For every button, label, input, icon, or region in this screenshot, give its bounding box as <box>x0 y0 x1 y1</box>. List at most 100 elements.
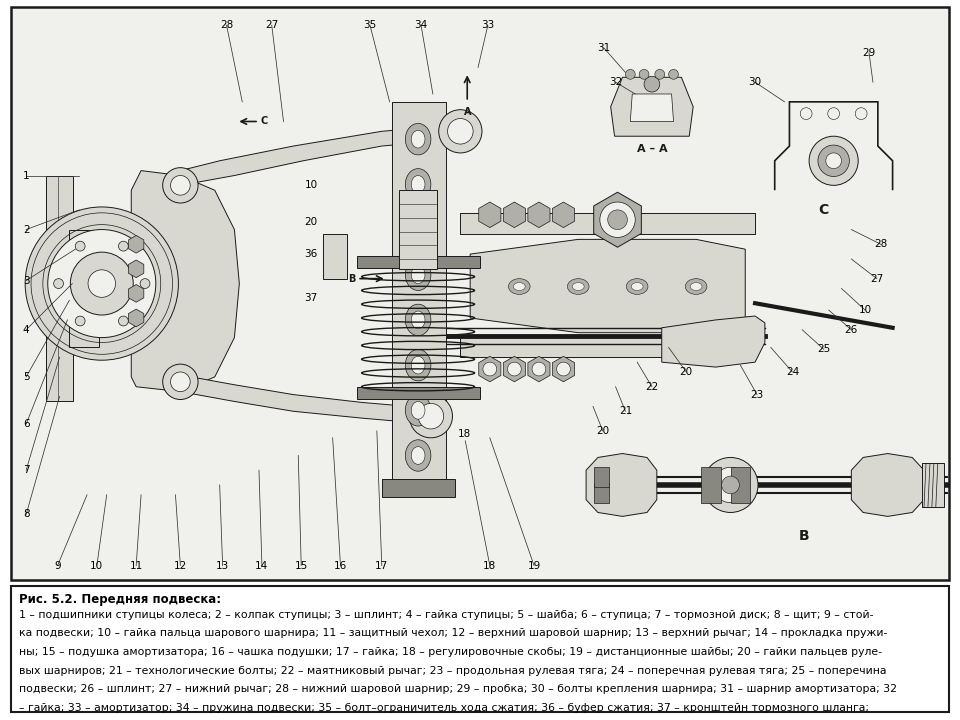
Circle shape <box>818 145 850 176</box>
Ellipse shape <box>411 266 425 284</box>
Circle shape <box>409 395 452 438</box>
Circle shape <box>162 364 198 400</box>
Circle shape <box>54 279 63 289</box>
Polygon shape <box>180 375 431 424</box>
Circle shape <box>419 403 444 429</box>
Text: 14: 14 <box>255 560 269 570</box>
Circle shape <box>171 176 190 195</box>
Circle shape <box>75 316 85 326</box>
Ellipse shape <box>405 395 431 426</box>
Polygon shape <box>611 77 693 136</box>
Text: 33: 33 <box>481 20 494 30</box>
Polygon shape <box>470 239 745 333</box>
Text: 7: 7 <box>23 465 30 475</box>
Text: 24: 24 <box>786 367 799 377</box>
Text: 10: 10 <box>304 180 318 190</box>
Ellipse shape <box>626 279 648 294</box>
Text: 6: 6 <box>23 419 30 429</box>
Bar <box>357 387 480 398</box>
Circle shape <box>608 210 627 230</box>
Circle shape <box>508 362 521 376</box>
Circle shape <box>483 362 496 376</box>
Circle shape <box>828 108 840 120</box>
Bar <box>382 479 455 497</box>
Text: 1 – подшипники ступицы колеса; 2 – колпак ступицы; 3 – шплинт; 4 – гайка ступицы: 1 – подшипники ступицы колеса; 2 – колпа… <box>19 610 874 620</box>
Ellipse shape <box>405 123 431 155</box>
Text: 35: 35 <box>363 20 376 30</box>
Ellipse shape <box>411 356 425 374</box>
Circle shape <box>75 241 85 251</box>
Bar <box>323 235 348 279</box>
Text: 27: 27 <box>265 20 278 30</box>
Ellipse shape <box>411 176 425 193</box>
Text: Рис. 5.2. Передняя подвеска:: Рис. 5.2. Передняя подвеска: <box>19 593 221 606</box>
Ellipse shape <box>690 282 702 290</box>
Text: 27: 27 <box>871 274 883 284</box>
Bar <box>922 464 944 507</box>
Circle shape <box>88 270 115 297</box>
Text: 20: 20 <box>304 217 318 227</box>
Ellipse shape <box>405 305 431 336</box>
Text: 9: 9 <box>55 560 60 570</box>
Text: 12: 12 <box>174 560 187 570</box>
Bar <box>461 336 756 357</box>
Circle shape <box>447 119 473 144</box>
Bar <box>357 256 480 268</box>
Text: 20: 20 <box>680 367 693 377</box>
Text: 16: 16 <box>334 560 348 570</box>
Text: – гайка; 33 – амортизатор; 34 – пружина подвески; 35 – болт–ограничитель хода сж: – гайка; 33 – амортизатор; 34 – пружина … <box>19 703 869 713</box>
Circle shape <box>140 279 150 289</box>
Ellipse shape <box>405 349 431 381</box>
Polygon shape <box>132 171 239 392</box>
Ellipse shape <box>411 402 425 419</box>
Bar <box>102 274 166 293</box>
Text: 5: 5 <box>23 372 30 382</box>
Text: 18: 18 <box>483 560 496 570</box>
Circle shape <box>118 316 129 326</box>
Circle shape <box>655 69 664 79</box>
Text: 8: 8 <box>23 510 30 519</box>
Text: 3: 3 <box>23 276 30 286</box>
Ellipse shape <box>411 311 425 329</box>
Bar <box>701 467 721 503</box>
Text: 32: 32 <box>609 77 622 87</box>
Circle shape <box>668 69 679 79</box>
Text: C: C <box>819 203 828 217</box>
Text: 19: 19 <box>527 560 540 570</box>
Polygon shape <box>852 454 924 516</box>
Text: 26: 26 <box>845 325 858 335</box>
Circle shape <box>713 467 748 503</box>
Ellipse shape <box>411 221 425 238</box>
Circle shape <box>48 230 156 338</box>
Bar <box>69 230 99 348</box>
Circle shape <box>801 108 812 120</box>
Text: 13: 13 <box>216 560 229 570</box>
Circle shape <box>557 362 570 376</box>
Text: B: B <box>348 274 356 284</box>
Circle shape <box>703 457 758 513</box>
Bar <box>594 467 609 487</box>
Text: 11: 11 <box>130 560 143 570</box>
Bar <box>399 190 437 269</box>
Text: 1: 1 <box>23 171 30 181</box>
Circle shape <box>722 476 739 494</box>
Circle shape <box>118 241 129 251</box>
Ellipse shape <box>509 279 530 294</box>
Bar <box>731 467 750 503</box>
Circle shape <box>625 69 636 79</box>
Ellipse shape <box>405 259 431 290</box>
Circle shape <box>855 108 867 120</box>
Ellipse shape <box>405 214 431 246</box>
Polygon shape <box>587 454 657 516</box>
Polygon shape <box>631 94 674 122</box>
Text: 29: 29 <box>862 48 876 58</box>
Ellipse shape <box>405 440 431 471</box>
Bar <box>392 102 445 485</box>
Text: 28: 28 <box>220 20 233 30</box>
Text: A – A: A – A <box>636 144 667 154</box>
Text: 28: 28 <box>875 239 887 249</box>
Ellipse shape <box>411 130 425 148</box>
Text: подвески; 26 – шплинт; 27 – нижний рычаг; 28 – нижний шаровой шарнир; 29 – пробк: подвески; 26 – шплинт; 27 – нижний рычаг… <box>19 685 897 694</box>
Text: 20: 20 <box>596 426 610 436</box>
Bar <box>461 213 756 235</box>
